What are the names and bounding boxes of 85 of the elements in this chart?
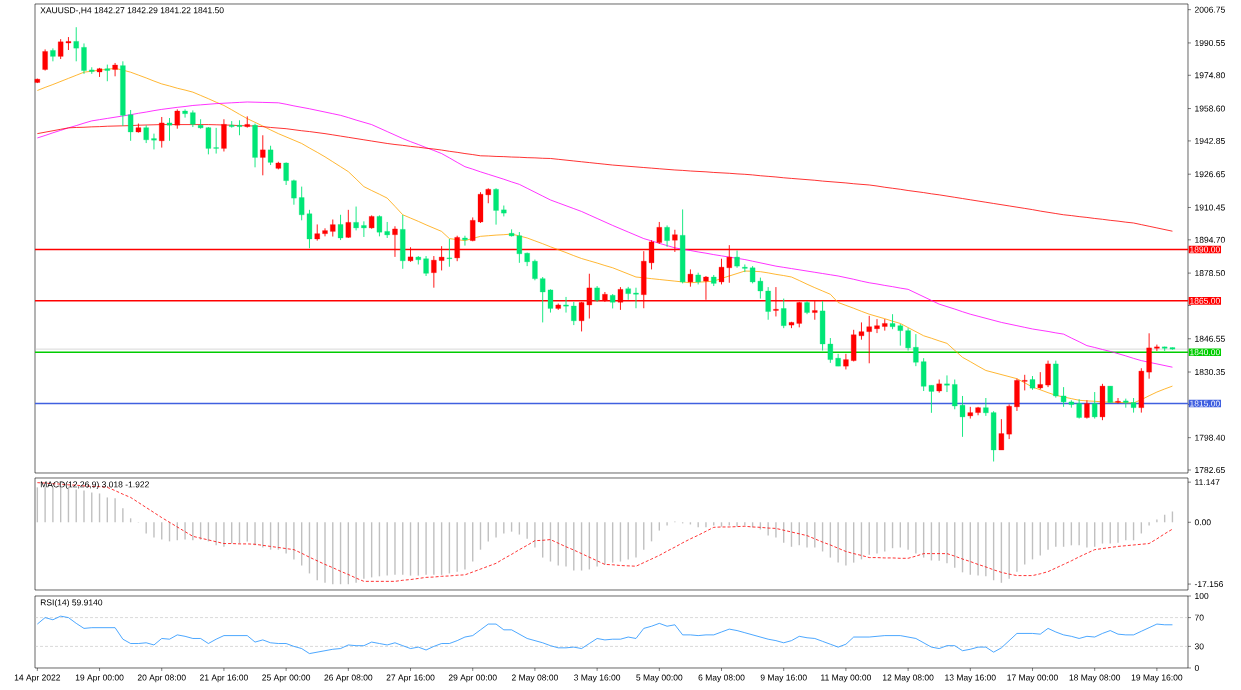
candlestick	[843, 353, 849, 370]
x-tick-label: 5 May 00:00	[636, 674, 683, 683]
y-tick-label: -17.156	[1194, 581, 1223, 588]
candlestick	[128, 109, 134, 142]
y-tick-label: 1782.65	[1195, 467, 1225, 474]
x-tick-label: 29 Apr 00:00	[448, 674, 497, 683]
candlestick	[1115, 397, 1121, 405]
candlestick	[532, 259, 538, 281]
x-tick-label: 3 May 16:00	[574, 674, 621, 683]
y-tick-label: 1910.45	[1195, 204, 1225, 211]
candlestick	[345, 209, 351, 239]
candlestick	[633, 287, 639, 309]
y-tick-label: 1942.85	[1195, 137, 1225, 144]
candlestick	[182, 108, 188, 119]
y-tick-label: 100	[1195, 592, 1209, 599]
candlestick	[571, 301, 577, 326]
candlestick	[267, 145, 274, 166]
x-tick-label: 20 Apr 08:00	[137, 674, 186, 683]
y-tick-label: 0	[1194, 664, 1199, 671]
y-tick-label: 1798.40	[1195, 434, 1225, 441]
y-tick-label: 1974.80	[1195, 72, 1225, 79]
ref-line-label: 1865.00	[1190, 297, 1220, 304]
candlestick	[913, 333, 919, 367]
x-tick-label: 19 Apr 00:00	[75, 674, 124, 683]
candlestick	[283, 161, 289, 186]
candlestick	[291, 179, 297, 206]
x-tick-label: 9 May 16:00	[760, 674, 807, 683]
x-tick-label: 2 May 08:00	[511, 674, 558, 683]
ref-line-label: 1815.00	[1190, 400, 1220, 407]
candlestick	[1022, 374, 1028, 391]
x-tick-label: 12 May 08:00	[882, 674, 934, 683]
x-tick-label: 25 Apr 00:00	[262, 674, 311, 683]
x-tick-label: 19 May 16:00	[1131, 674, 1183, 683]
candlestick	[905, 327, 911, 352]
y-tick-label: 1830.35	[1195, 369, 1225, 376]
x-tick-label: 17 May 00:00	[1007, 674, 1058, 683]
candlestick	[493, 187, 499, 226]
y-tick-label: 70	[1194, 614, 1204, 621]
x-tick-label: 6 May 08:00	[698, 674, 745, 683]
candlestick	[1154, 344, 1160, 352]
x-tick-label: 18 May 08:00	[1069, 674, 1121, 683]
candlestick	[112, 62, 118, 77]
ref-line-label: 1890.00	[1190, 246, 1220, 253]
candlestick	[1045, 360, 1051, 388]
candlestick	[361, 220, 367, 238]
candlestick	[1084, 399, 1090, 420]
candlestick	[944, 374, 950, 393]
candlestick	[563, 296, 569, 313]
candlestick	[446, 238, 453, 268]
candlestick	[166, 117, 173, 142]
y-tick-label: 2006.75	[1194, 6, 1225, 13]
y-tick-label: 0.00	[1194, 519, 1211, 526]
candlestick	[1092, 391, 1098, 420]
ref-line-label: 1840.00	[1190, 349, 1220, 356]
x-tick-label: 13 May 16:00	[945, 674, 996, 683]
candlestick	[462, 235, 468, 247]
candlestick	[353, 206, 359, 231]
candlestick	[151, 133, 157, 150]
candlestick	[42, 48, 48, 72]
candlestick	[664, 225, 670, 248]
candlestick	[322, 227, 328, 237]
y-tick-label: 1846.55	[1195, 335, 1225, 342]
candlestick	[260, 134, 266, 176]
candlestick	[423, 255, 429, 277]
x-tick-label: 11 May 00:00	[821, 674, 871, 683]
candlestick	[73, 26, 79, 62]
x-tick-label: 26 Apr 08:00	[324, 674, 373, 683]
y-tick-label: 11.147	[1195, 479, 1220, 486]
y-tick-label: 1990.55	[1195, 39, 1225, 46]
chart-title: RSI(14) 59.9140	[40, 599, 103, 608]
chart-title: MACD(12,26,9) 3.018 -1.922	[40, 481, 149, 490]
x-tick-label: 14 Apr 2022	[14, 674, 61, 683]
y-tick-label: 1958.60	[1195, 105, 1225, 112]
candlestick	[81, 42, 87, 75]
x-tick-label: 21 Apr 16:00	[200, 674, 248, 683]
candlestick	[874, 318, 880, 334]
x-tick-label: 27 Apr 16:00	[386, 674, 435, 683]
y-tick-label: 1878.50	[1195, 270, 1225, 277]
y-tick-label: 30	[1194, 643, 1204, 650]
chart-title: XAUUSD-,H4 1842.27 1842.29 1841.22 1841.50	[40, 7, 224, 15]
candlestick	[337, 214, 344, 241]
candlestick	[50, 47, 56, 62]
y-tick-label: 1926.65	[1195, 171, 1225, 178]
y-tick-label: 1894.70	[1195, 236, 1225, 243]
candlestick	[781, 298, 787, 329]
